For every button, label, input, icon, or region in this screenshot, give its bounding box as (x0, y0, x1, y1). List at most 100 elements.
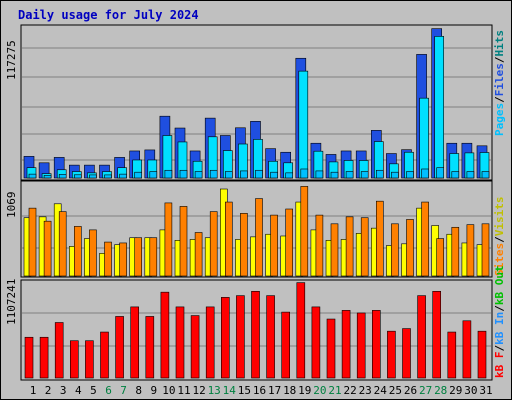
x-tick-label: 12 (192, 384, 205, 397)
x-tick-label: 4 (75, 384, 82, 397)
x-tick-label: 7 (120, 384, 127, 397)
bar-sites (240, 213, 248, 277)
bar-sites (330, 223, 339, 277)
bar-sites (481, 223, 490, 277)
bar-kb (432, 290, 442, 379)
x-tick-label: 30 (464, 384, 477, 397)
x-tick-label: 19 (298, 384, 311, 397)
x-tick-label: 2 (45, 384, 52, 397)
bar-sites (104, 241, 112, 277)
x-tick-label: 6 (105, 384, 112, 397)
x-tick-label: 27 (419, 384, 432, 397)
bar-sites (74, 226, 82, 277)
bar-pages (255, 169, 263, 179)
bar-sites (360, 217, 369, 277)
bar-sites (436, 238, 445, 277)
bar-kb (54, 322, 64, 379)
y-max-label-hits: 117275 (5, 40, 18, 80)
bar-pages (466, 171, 475, 179)
bar-pages (209, 169, 218, 179)
bar-sites (134, 237, 142, 277)
bar-kb (326, 318, 336, 379)
bar-kb (417, 295, 426, 379)
bar-pages (119, 173, 127, 179)
bar-sites (43, 220, 52, 277)
bar-kb (39, 336, 49, 379)
bar-pages (391, 171, 399, 179)
bar-pages (104, 174, 112, 179)
bar-sites (451, 226, 460, 277)
bar-sites (255, 198, 263, 277)
bar-sites (179, 206, 188, 277)
bar-kb (130, 306, 139, 379)
bar-pages (375, 169, 384, 179)
x-tick-label: 14 (223, 384, 237, 397)
bar-kb (190, 315, 200, 379)
bar-sites (375, 200, 384, 277)
bar-pages (149, 171, 158, 179)
bar-kb (402, 328, 411, 379)
x-tick-label: 3 (60, 384, 67, 397)
bar-pages (451, 171, 460, 179)
bar-kb (341, 310, 351, 379)
bar-kb (311, 306, 321, 379)
bar-pages (58, 174, 67, 179)
x-tick-label: 22 (343, 384, 356, 397)
bar-kb (266, 295, 275, 379)
bar-sites (421, 201, 429, 277)
bar-kb (356, 312, 366, 379)
x-axis-labels: 1 2 3 4 5 6 7 8 9 10 11 12 13 14 15 16 17 18 19 20 21 22 23 24 2… (30, 384, 493, 397)
x-tick-label: 31 (479, 384, 492, 397)
x-tick-label: 9 (150, 384, 157, 397)
bar-sites (28, 207, 37, 277)
bar-sites (406, 219, 414, 277)
bar-pages (89, 174, 97, 179)
bar-sites (285, 208, 294, 277)
bar-sites (300, 186, 309, 277)
x-tick-label: 26 (404, 384, 417, 397)
bar-kb (236, 295, 245, 379)
bar-kb (175, 306, 185, 379)
bar-kb (371, 310, 381, 379)
x-tick-label: 20 (313, 384, 326, 397)
bar-pages (421, 168, 429, 179)
bar-pages (481, 171, 490, 179)
x-tick-label: 18 (283, 384, 296, 397)
bar-sites (164, 202, 173, 277)
bar-pages (179, 169, 188, 179)
x-tick-label: 1 (30, 384, 37, 397)
right-legend-label: Pages/Files/Hits (493, 30, 506, 136)
bar-pages (134, 171, 142, 179)
x-tick-label: 11 (177, 384, 190, 397)
bar-pages (315, 170, 324, 179)
bar-kb (251, 290, 260, 379)
x-tick-label: 24 (374, 384, 388, 397)
x-tick-label: 16 (253, 384, 266, 397)
bar-sites (270, 214, 278, 277)
right-legend-label: Sites/Visits (493, 197, 506, 277)
x-tick-label: 29 (449, 384, 462, 397)
x-tick-label: 10 (162, 384, 175, 397)
bar-kb (115, 316, 124, 379)
bar-pages (300, 168, 309, 179)
bar-kb (447, 331, 457, 379)
bar-pages (285, 172, 294, 179)
bar-pages (330, 171, 339, 179)
bar-kb (70, 340, 79, 379)
bars (23, 28, 490, 379)
bar-sites (194, 232, 203, 277)
bar-sites (149, 237, 158, 277)
bar-pages (28, 173, 37, 179)
x-tick-label: 13 (208, 384, 221, 397)
x-tick-label: 17 (268, 384, 281, 397)
bar-kb (462, 320, 472, 379)
bar-sites (466, 224, 475, 277)
x-tick-label: 21 (328, 384, 341, 397)
bar-files (419, 97, 429, 179)
bar-pages (225, 171, 233, 179)
bar-pages (164, 169, 173, 179)
bar-kb (85, 340, 94, 379)
bar-sites (225, 201, 233, 277)
